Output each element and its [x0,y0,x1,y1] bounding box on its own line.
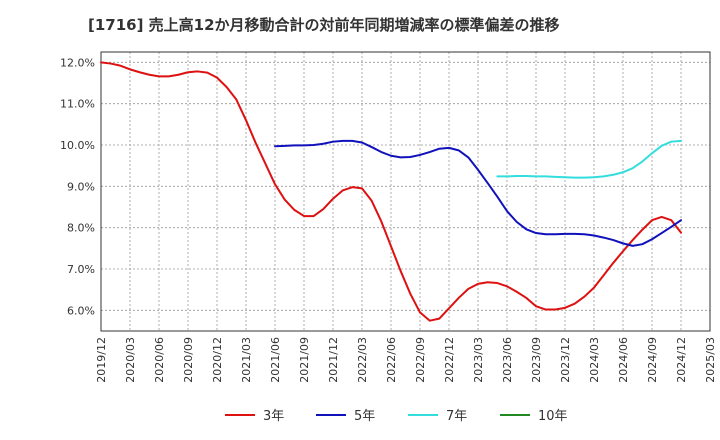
chart-title: [1716] 売上高12か月移動合計の対前年同期増減率の標準偏差の推移 [88,16,560,34]
x-tick-label: 2022/12 [443,337,456,383]
x-tick-label: 2021/09 [298,337,311,383]
legend-label: 10年 [538,409,568,424]
y-tick-label: 10.0% [60,139,95,152]
y-tick-label: 8.0% [67,222,95,235]
x-tick-label: 2023/03 [472,337,485,383]
legend-label: 5年 [354,409,375,424]
x-tick-label: 2024/03 [588,337,601,383]
x-tick-label: 2020/09 [182,337,195,383]
x-tick-label: 2020/03 [124,337,137,383]
y-tick-label: 11.0% [60,98,95,111]
x-tick-label: 2022/06 [385,337,398,383]
x-tick-label: 2024/06 [617,337,630,383]
x-tick-label: 2021/03 [240,337,253,383]
x-tick-label: 2023/12 [559,337,572,383]
y-tick-label: 9.0% [67,180,95,193]
legend-label: 7年 [446,409,467,424]
x-tick-label: 2024/12 [675,337,688,383]
series-line [100,61,682,322]
x-tick-label: 2023/06 [501,337,514,383]
y-tick-label: 6.0% [67,304,95,317]
y-tick-label: 7.0% [67,263,95,276]
x-tick-label: 2020/12 [211,337,224,383]
series-line [496,139,682,179]
x-tick-label: 2025/03 [704,337,717,383]
legend-label: 3年 [263,409,284,424]
x-tick-label: 2021/12 [327,337,340,383]
x-tick-label: 2021/06 [269,337,282,383]
x-tick-label: 2024/09 [646,337,659,383]
x-tick-label: 2022/09 [414,337,427,383]
x-tick-label: 2023/09 [530,337,543,383]
plot-area [101,52,710,331]
x-tick-label: 2020/06 [153,337,166,383]
series-line [274,139,682,247]
x-tick-label: 2019/12 [95,337,108,383]
x-tick-label: 2022/03 [356,337,369,383]
plot-border [100,51,711,332]
y-tick-label: 12.0% [60,56,95,69]
